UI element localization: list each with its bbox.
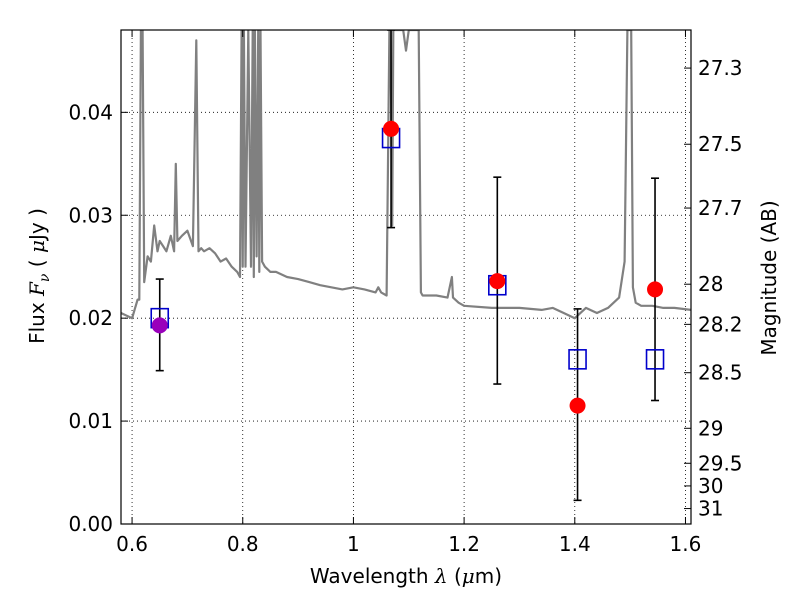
y-tick-label: 0.02	[68, 306, 113, 330]
mag-tick-label: 29.5	[698, 451, 743, 475]
observed-point-marker	[383, 120, 400, 137]
x-axis-title: Wavelength λ (μm)	[310, 564, 502, 588]
y-tick-label: 0.00	[68, 512, 113, 536]
mag-tick-label: 27.3	[698, 56, 743, 80]
plot-area	[121, 30, 691, 502]
mag-tick-label: 31	[698, 497, 723, 521]
mag-tick-label: 28.5	[698, 361, 743, 385]
y-tick-label: 0.03	[68, 203, 113, 227]
observed-point-marker	[489, 273, 506, 290]
observed-point-marker	[569, 397, 586, 414]
x-tick-label: 1.2	[448, 532, 480, 556]
x-tick-label: 0.6	[116, 532, 148, 556]
mag-tick-label: 28	[698, 272, 723, 296]
right-axis-title: Magnitude (AB)	[757, 200, 781, 355]
x-tick-label: 0.8	[227, 532, 259, 556]
model-square-marker	[568, 349, 587, 370]
y-tick-label: 0.04	[68, 100, 113, 124]
mag-tick-label: 28.2	[698, 312, 743, 336]
observed-point-marker	[647, 281, 664, 298]
observed-point-marker	[151, 317, 168, 334]
mag-tick-label: 27.7	[698, 196, 743, 220]
y-axis-title: Flux Fν ( μJy )	[25, 208, 53, 344]
mag-tick-label: 30	[698, 474, 723, 498]
mag-tick-label: 27.5	[698, 132, 743, 156]
x-tick-label: 1.6	[670, 532, 702, 556]
y-tick-label: 0.01	[68, 409, 113, 433]
plot-frame	[120, 29, 692, 525]
x-tick-label: 1	[347, 532, 360, 556]
mag-tick-label: 29	[698, 416, 723, 440]
x-tick-label: 1.4	[559, 532, 591, 556]
spectrum-line	[121, 30, 691, 320]
model-square-marker	[645, 349, 665, 370]
axes: 0.6 0.8 1 1.2 1.4 1.6 0.00 0.01 0.02 0.03 0.04 27.3…	[68, 30, 743, 556]
